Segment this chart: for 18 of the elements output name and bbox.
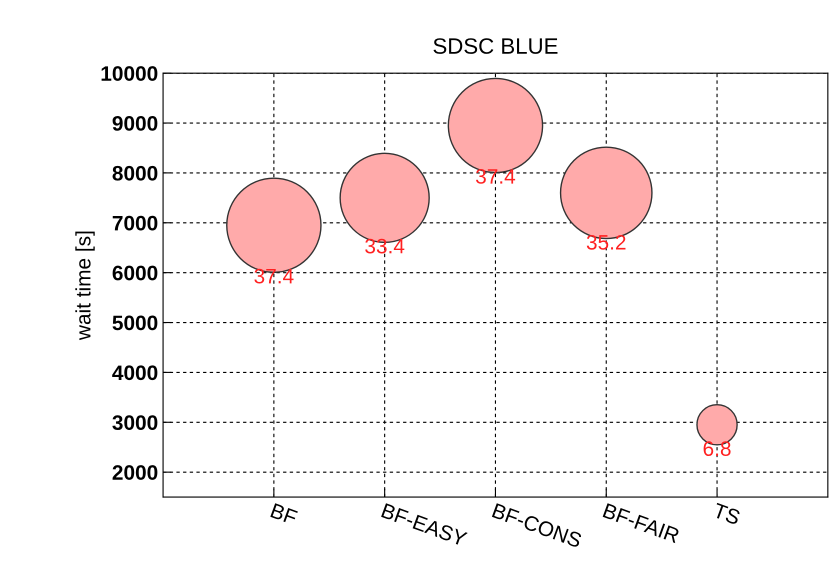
x-tick-label: TS (712, 502, 741, 526)
y-tick-label: 7000 (112, 216, 158, 231)
y-tick-label: 10000 (102, 66, 158, 81)
y-tick-label: 3000 (112, 415, 158, 430)
data-label: 6.8 (704, 441, 731, 456)
y-tick-label: 6000 (112, 266, 158, 280)
y-tick-label: 4000 (112, 365, 158, 380)
data-label: 37.4 (254, 268, 294, 284)
x-tick-label: BF (270, 503, 298, 525)
chart-title: SDSC BLUE (433, 38, 558, 54)
y-tick-label: 5000 (112, 316, 158, 330)
data-label: 37.4 (476, 169, 516, 184)
y-tick-label: 9000 (112, 116, 158, 131)
y-tick-label: 2000 (112, 465, 158, 480)
data-label: 35.2 (586, 234, 626, 250)
data-label: 33.4 (365, 238, 404, 254)
y-tick-label: 8000 (112, 166, 158, 181)
y-axis-title: wait time [s] (75, 232, 95, 340)
